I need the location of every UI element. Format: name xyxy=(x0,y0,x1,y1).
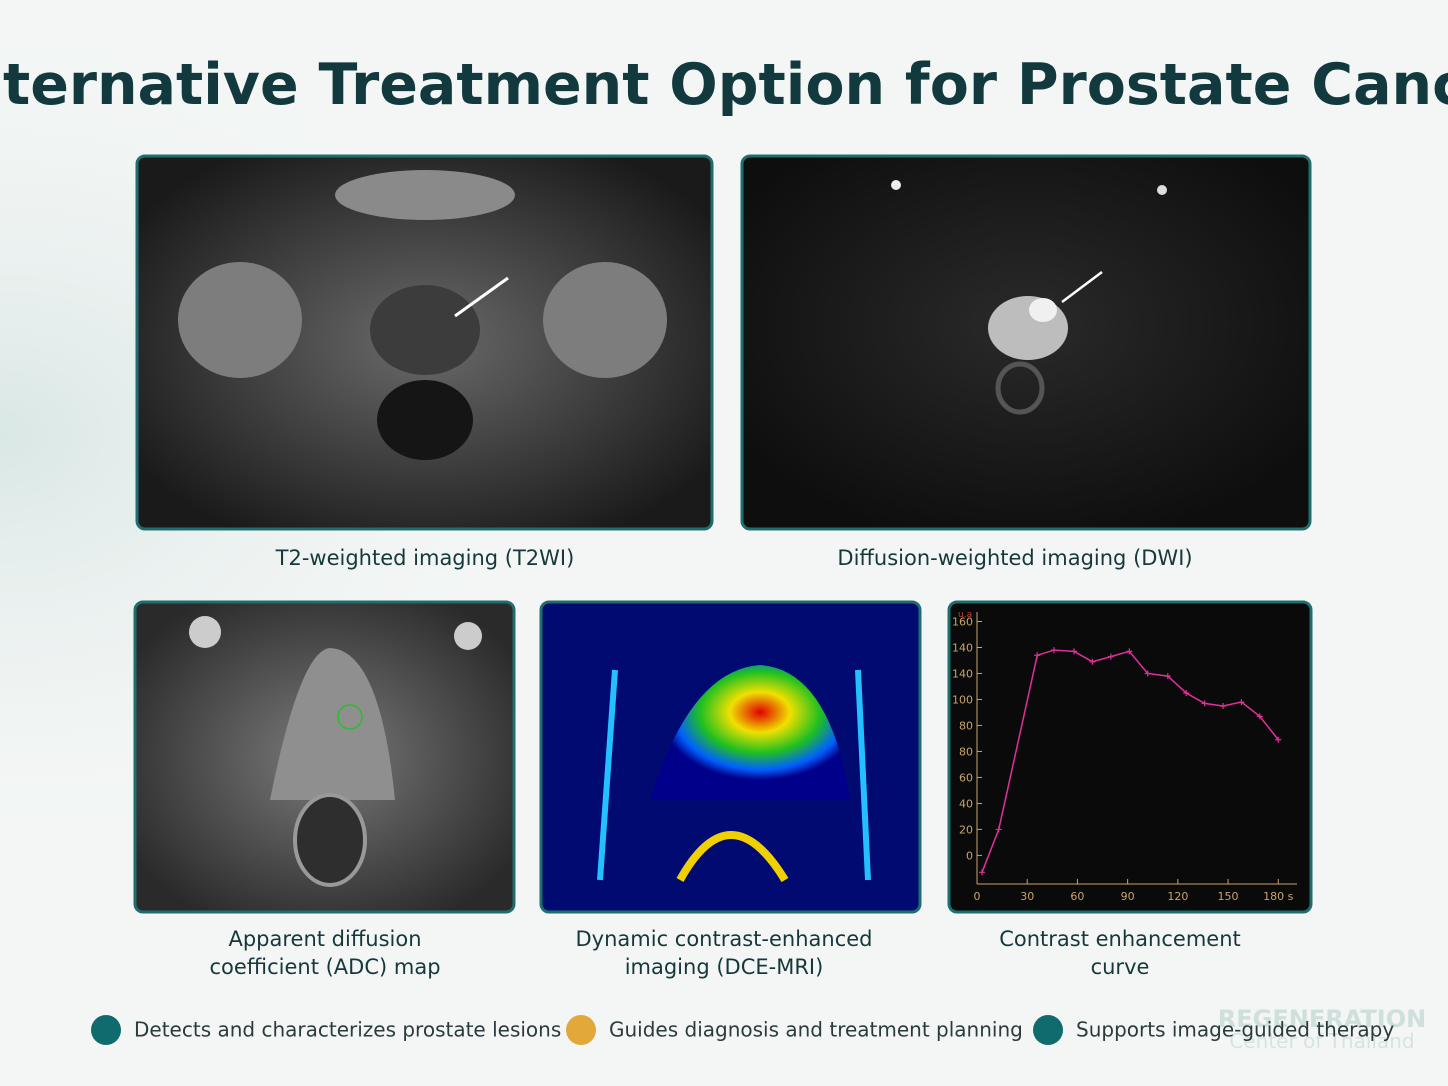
t2-image xyxy=(135,154,714,531)
caption: Contrast enhancement xyxy=(999,927,1241,951)
caption: Dynamic contrast-enhanced xyxy=(576,927,873,951)
curve-point xyxy=(1201,700,1208,707)
x-tick-label: 150 xyxy=(1218,890,1239,903)
y-tick-label: 80 xyxy=(959,719,973,732)
caption: imaging (DCE-MRI) xyxy=(625,955,824,979)
y-tick-label: 80 xyxy=(959,745,973,758)
curve-point xyxy=(1034,652,1041,659)
y-tick-label: 60 xyxy=(959,771,973,784)
watermark: Center of Thailand xyxy=(1229,1029,1414,1053)
y-axis-label: u.a xyxy=(958,610,972,620)
x-tick-label: 90 xyxy=(1121,890,1135,903)
bullet-text: Guides diagnosis and treatment planning xyxy=(609,1018,1023,1042)
curve-point xyxy=(1071,648,1078,655)
x-tick-label: 120 xyxy=(1167,890,1188,903)
caption: coefficient (ADC) map xyxy=(209,955,440,979)
adc-image xyxy=(133,600,516,914)
curve-point xyxy=(1126,648,1133,655)
y-tick-label: 140 xyxy=(952,641,973,654)
dwi-image xyxy=(740,154,1312,531)
curve-point xyxy=(1275,736,1282,743)
x-tick-label: 30 xyxy=(1020,890,1034,903)
curve-point xyxy=(1089,658,1096,665)
curve-panel xyxy=(947,600,1313,914)
bullet-dot xyxy=(1033,1015,1063,1045)
curve-point xyxy=(979,869,986,876)
curve-point xyxy=(1183,689,1190,696)
bullet-dot xyxy=(91,1015,121,1045)
y-tick-label: 100 xyxy=(952,693,973,706)
curve-point xyxy=(1164,673,1171,680)
y-tick-label: 0 xyxy=(966,849,973,862)
curve-point xyxy=(995,826,1002,833)
y-tick-label: 160 xyxy=(952,615,973,628)
curve-point xyxy=(1220,702,1227,709)
curve-point xyxy=(1144,670,1151,677)
y-tick-label: 140 xyxy=(952,667,973,680)
curve-line xyxy=(981,649,1279,873)
curve-point xyxy=(1238,699,1245,706)
title: Alternative Treatment Option for Prostat… xyxy=(0,52,1448,118)
y-tick-label: 40 xyxy=(959,797,973,810)
y-tick-label: 20 xyxy=(959,823,973,836)
bullet-text: Detects and characterizes prostate lesio… xyxy=(134,1018,561,1042)
caption: Diffusion-weighted imaging (DWI) xyxy=(837,546,1192,570)
bullet-dot xyxy=(566,1015,596,1045)
caption: Apparent diffusion xyxy=(228,927,421,951)
watermark: REGENERATION xyxy=(1218,1005,1426,1033)
x-tick-label: 60 xyxy=(1070,890,1084,903)
x-tick-label: 0 xyxy=(974,890,981,903)
curve-point xyxy=(1050,647,1057,654)
bullet-text: Supports image-guided therapy xyxy=(1076,1018,1394,1042)
caption: T2-weighted imaging (T2WI) xyxy=(275,546,575,570)
dce-image xyxy=(539,600,922,914)
caption: curve xyxy=(1091,955,1150,979)
curve-point xyxy=(1256,713,1263,720)
curve-point xyxy=(1107,653,1114,660)
x-tick-label: 180 s xyxy=(1263,890,1293,903)
